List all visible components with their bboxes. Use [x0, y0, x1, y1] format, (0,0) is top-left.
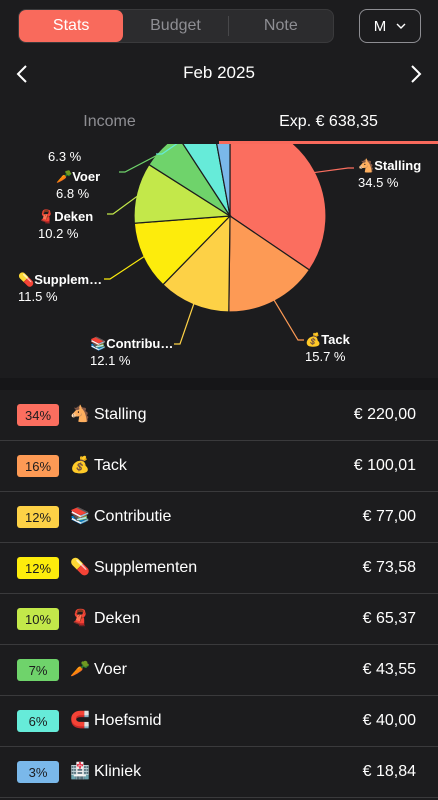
pie-label-name: Stalling — [374, 158, 422, 173]
percent-badge: 3% — [17, 761, 59, 783]
pie-chart-svg — [104, 144, 354, 345]
category-name: Tack — [94, 457, 127, 474]
pie-slice[interactable] — [229, 144, 327, 271]
pie-label-name: Voer — [72, 169, 101, 184]
category-icon: 🏥 — [70, 763, 90, 780]
category-amount: € 100,01 — [353, 457, 416, 474]
list-item[interactable]: 6% 🧲 Hoefsmid € 40,00 — [0, 696, 438, 747]
category-name: Supplementen — [94, 559, 198, 576]
list-item[interactable]: 12% 📚 Contributie € 77,00 — [0, 492, 438, 543]
percent-badge: 12% — [17, 506, 59, 528]
pie-label-name: Supplem… — [34, 272, 103, 287]
tab-expense[interactable]: Exp. € 638,35 — [219, 100, 438, 144]
list-item[interactable]: 12% 💊 Supplementen € 73,58 — [0, 543, 438, 594]
list-item[interactable]: 7% 🥕 Voer € 43,55 — [0, 645, 438, 696]
period-label: M — [373, 17, 387, 35]
expense-total-label: Exp. € 638,35 — [279, 113, 378, 130]
chevron-down-icon — [396, 23, 406, 29]
pie-label-icon: 💰 — [305, 332, 322, 347]
pie-label: 🐴Stalling 34.5 % — [358, 157, 421, 191]
view-segmented-control: Stats Budget Note — [18, 9, 334, 43]
income-expense-tabs: Income Exp. € 638,35 — [0, 100, 438, 144]
list-item[interactable]: 16% 💰 Tack € 100,01 — [0, 441, 438, 492]
category-amount: € 43,55 — [362, 661, 416, 678]
category-name: Stalling — [94, 406, 147, 423]
pie-label-percent: 34.5 % — [358, 175, 399, 190]
pie-label-icon: 🐴 — [358, 158, 375, 173]
category-name: Hoefsmid — [94, 712, 162, 729]
active-tab-indicator — [219, 141, 438, 144]
pie-label-icon: 📚 — [90, 336, 107, 351]
pie-slice[interactable] — [213, 144, 231, 217]
tab-note[interactable]: Note — [263, 17, 298, 34]
category-icon: 🐴 — [70, 406, 90, 423]
category-icon: 🧣 — [70, 610, 90, 627]
pie-label-percent: 10.2 % — [38, 226, 79, 241]
chevron-left-icon[interactable] — [15, 64, 29, 84]
pie-label-percent: 6.3 % — [48, 149, 82, 164]
pie-label-percent: 11.5 % — [18, 289, 58, 304]
category-amount: € 18,84 — [362, 763, 416, 780]
category-amount: € 40,00 — [362, 712, 416, 729]
percent-badge: 7% — [17, 659, 59, 681]
category-icon: 📚 — [70, 508, 90, 525]
tab-separator — [227, 16, 229, 36]
section-divider — [0, 378, 438, 390]
pie-leader-line — [107, 193, 142, 215]
month-navigator: Feb 2025 — [0, 56, 438, 92]
pie-leader-line — [311, 167, 354, 174]
category-name: Voer — [94, 661, 127, 678]
percent-badge: 10% — [17, 608, 59, 630]
pie-label-name: Tack — [321, 332, 350, 347]
pie-leader-line — [156, 144, 178, 155]
category-name: Kliniek — [94, 763, 142, 780]
category-icon: 🧲 — [70, 712, 90, 729]
pie-slice[interactable] — [178, 144, 231, 217]
pie-label-icon: 🧣 — [38, 209, 55, 224]
pie-label-name: Contribu… — [106, 336, 174, 351]
tab-budget[interactable]: Budget — [150, 17, 201, 34]
pie-leader-line — [104, 254, 147, 280]
category-list: 34% 🐴 Stalling € 220,00 16% 💰 Tack € 100,01 12% 📚… — [0, 390, 438, 798]
pie-label-percent: 12.1 % — [90, 353, 131, 368]
category-amount: € 73,58 — [362, 559, 416, 576]
list-item[interactable]: 10% 🧣 Deken € 65,37 — [0, 594, 438, 645]
percent-badge: 6% — [17, 710, 59, 732]
category-name: Contributie — [94, 508, 172, 525]
pie-chart: 🐴Stalling 34.5 % 💰Tack 15.7 % 📚Contribu… 12.1… — [0, 144, 438, 378]
pie-label-name: Deken — [54, 209, 94, 224]
pie-label-icon: 💊 — [18, 272, 35, 287]
tab-income[interactable]: Income — [83, 113, 136, 130]
chevron-right-icon[interactable] — [409, 64, 423, 84]
percent-badge: 34% — [17, 404, 59, 426]
top-bar: Stats Budget Note M — [0, 0, 438, 52]
month-title: Feb 2025 — [183, 63, 255, 82]
pie-slice[interactable] — [148, 144, 231, 217]
pie-label-percent: 15.7 % — [305, 349, 346, 364]
percent-badge: 16% — [17, 455, 59, 477]
list-item[interactable]: 3% 🏥 Kliniek € 18,84 — [0, 747, 438, 798]
pie-label: 📚Contribu… 12.1 % — [90, 335, 173, 369]
pie-label: 💊Supplem… 11.5 % — [18, 271, 102, 305]
pie-label-icon: 🥕 — [56, 169, 73, 184]
category-amount: € 65,37 — [362, 610, 416, 627]
category-amount: € 77,00 — [362, 508, 416, 525]
pie-label: 💰Tack 15.7 % — [305, 331, 350, 365]
list-item[interactable]: 34% 🐴 Stalling € 220,00 — [0, 390, 438, 441]
category-icon: 💰 — [70, 457, 90, 474]
pie-label: 🥕Voer 6.8 % — [56, 168, 100, 202]
tab-stats[interactable]: Stats — [19, 10, 124, 42]
category-name: Deken — [94, 610, 141, 627]
pie-label-percent: 6.8 % — [56, 186, 90, 201]
period-dropdown[interactable]: M — [359, 9, 421, 43]
category-icon: 💊 — [70, 559, 90, 576]
category-icon: 🥕 — [70, 661, 90, 678]
pie-label: 🧣Deken 10.2 % — [38, 208, 93, 242]
pie-leader-line — [272, 297, 304, 341]
percent-badge: 12% — [17, 557, 59, 579]
pie-leader-line — [174, 300, 196, 345]
pie-leader-line — [119, 150, 165, 173]
category-amount: € 220,00 — [353, 406, 416, 423]
pie-label: 6.3 % — [48, 148, 81, 165]
